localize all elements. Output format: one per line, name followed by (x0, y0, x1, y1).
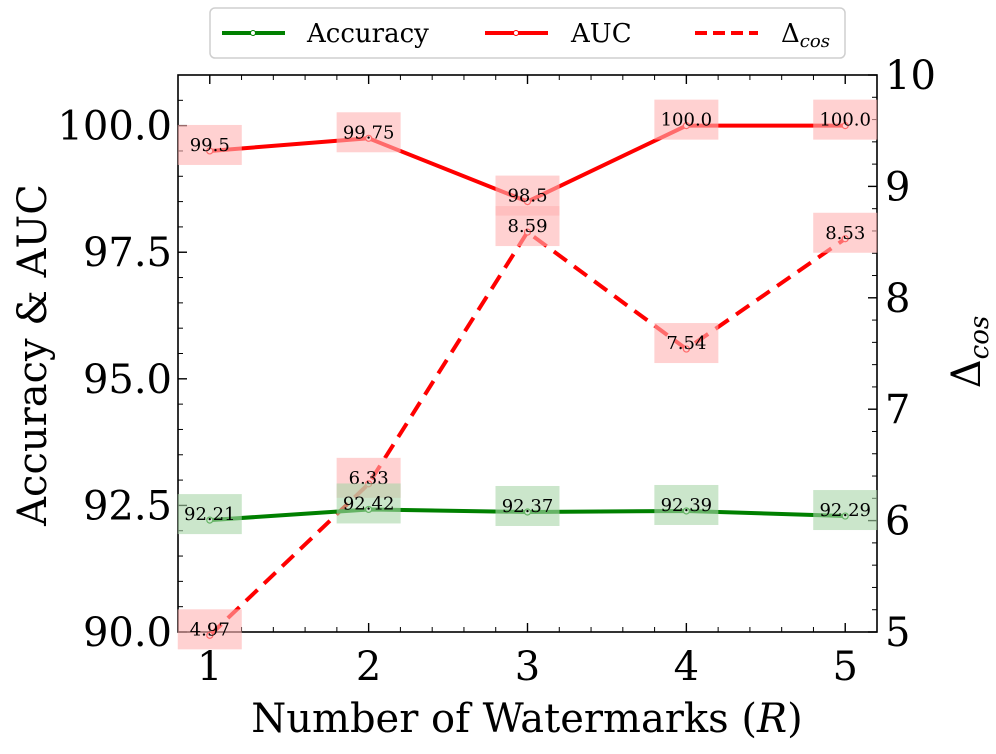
data-label-delta-cos: 4.97 (190, 619, 230, 640)
legend-entry-auc: AUC (485, 19, 632, 49)
data-label-auc: 100.0 (661, 110, 713, 131)
data-label-accuracy: 92.29 (819, 500, 871, 521)
y-left-tick-label: 97.5 (83, 230, 172, 276)
y-axis-left-label: Accuracy & AUC (10, 184, 56, 527)
y-left-tick-label: 95.0 (83, 357, 172, 403)
data-label-bg-auc (495, 175, 560, 216)
data-label-delta-cos: 8.59 (507, 216, 547, 237)
data-label-bg-accuracy (495, 485, 560, 526)
data-label-auc: 98.5 (507, 186, 547, 207)
data-label-accuracy: 92.39 (661, 495, 713, 516)
legend-label-delta-cos: Δcos (781, 19, 830, 52)
x-tick-label: 5 (833, 644, 858, 690)
y-right-tick-label: 7 (885, 387, 910, 433)
x-axis-label: Number of Watermarks (R) (251, 696, 802, 742)
legend-entry-accuracy: Accuracy (222, 19, 429, 49)
data-label-accuracy: 92.42 (343, 493, 395, 514)
data-label-auc: 99.75 (343, 122, 395, 143)
legend-entry-delta-cos: Δcos (695, 19, 830, 52)
y-right-tick-label: 5 (885, 610, 910, 656)
plot-area (177, 74, 878, 633)
series-line-delta-cos (208, 230, 847, 637)
y-left-tick-label: 90.0 (83, 610, 172, 656)
data-label-bg-auc (813, 99, 878, 140)
y-axis-right-label: Δcos (944, 316, 995, 388)
x-tick-label: 1 (197, 644, 222, 690)
data-label-bg-delta-cos (813, 212, 878, 253)
data-label-accuracy: 92.37 (502, 496, 554, 517)
y-left-tick-label: 92.5 (83, 483, 172, 529)
data-label-auc: 100.0 (819, 110, 871, 131)
y-right-tick-label: 8 (885, 276, 910, 322)
data-label-auc: 99.5 (190, 135, 230, 156)
x-tick-label: 2 (356, 644, 381, 690)
data-label-bg-auc (654, 99, 719, 140)
data-label-bg-auc (336, 112, 401, 153)
data-label-bg-accuracy (813, 490, 878, 531)
data-label-accuracy: 92.21 (184, 504, 236, 525)
legend-marker-accuracy (250, 30, 256, 36)
data-label-bg-accuracy (654, 484, 719, 525)
data-label-bg-delta-cos (177, 609, 242, 650)
data-label-delta-cos: 7.54 (666, 333, 706, 354)
x-tick-label: 3 (515, 644, 540, 690)
x-tick-label: 4 (674, 644, 699, 690)
legend: Accuracy AUC Δcos (209, 7, 846, 59)
data-label-bg-delta-cos (654, 323, 719, 364)
legend-label-auc: AUC (570, 19, 632, 49)
data-label-bg-accuracy (336, 483, 401, 524)
y-right-tick-label: 9 (885, 164, 910, 210)
legend-label-accuracy: Accuracy (306, 19, 429, 49)
y-right-tick-label: 6 (885, 499, 910, 545)
data-label-delta-cos: 8.53 (825, 223, 865, 244)
data-label-bg-accuracy (177, 494, 242, 535)
data-label-bg-auc (177, 124, 242, 165)
y-left-tick-label: 100.0 (57, 104, 172, 150)
y-right-tick-label: 10 (885, 53, 936, 99)
legend-marker-auc (513, 30, 519, 36)
